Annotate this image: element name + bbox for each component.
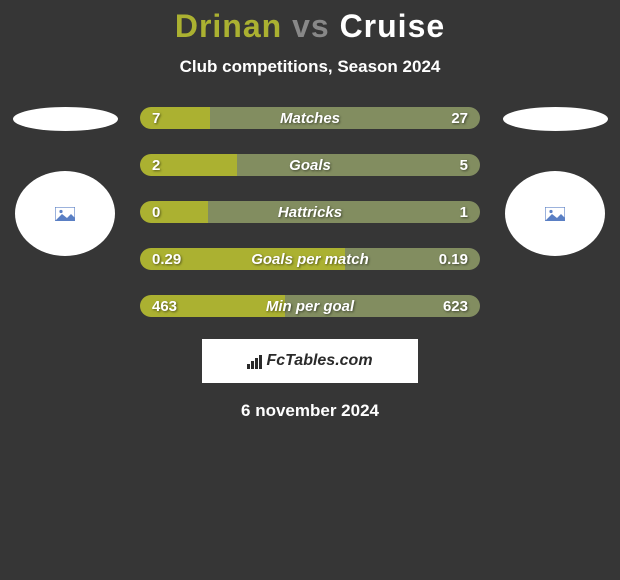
player1-name: Drinan	[175, 8, 282, 44]
title: Drinan vs Cruise	[0, 8, 620, 45]
image-placeholder-icon	[545, 207, 565, 221]
bar-right-segment	[237, 154, 480, 176]
bar-left-value: 2	[152, 157, 160, 174]
bar-stat-label: Matches	[280, 110, 340, 127]
bar-right-value: 5	[460, 157, 468, 174]
bar-left-segment	[140, 107, 210, 129]
bar-right-segment	[208, 201, 480, 223]
stat-bar: 0.29 Goals per match 0.19	[140, 248, 480, 270]
bar-right-segment	[210, 107, 480, 129]
branding-chart-icon	[247, 353, 262, 369]
bars-column: 7 Matches 27 2 Goals 5 0 Hattricks 1 0.29 Goals pe…	[140, 107, 480, 317]
stat-bar: 2 Goals 5	[140, 154, 480, 176]
player2-name: Cruise	[340, 8, 446, 44]
stat-bar: 463 Min per goal 623	[140, 295, 480, 317]
bar-right-value: 1	[460, 204, 468, 221]
bar-left-value: 0	[152, 204, 160, 221]
bar-right-value: 623	[443, 298, 468, 315]
left-flag	[13, 107, 118, 131]
bar-left-value: 7	[152, 110, 160, 127]
bar-left-segment	[140, 201, 208, 223]
vs-text: vs	[292, 8, 330, 44]
right-flag	[503, 107, 608, 131]
date-text: 6 november 2024	[0, 401, 620, 421]
bar-stat-label: Goals	[289, 157, 331, 174]
infographic-container: Drinan vs Cruise Club competitions, Seas…	[0, 0, 620, 421]
right-side	[500, 107, 610, 256]
bar-right-value: 0.19	[439, 251, 468, 268]
content-row: 7 Matches 27 2 Goals 5 0 Hattricks 1 0.29 Goals pe…	[0, 107, 620, 317]
branding-box: FcTables.com	[202, 339, 418, 383]
image-placeholder-icon	[55, 207, 75, 221]
subtitle: Club competitions, Season 2024	[0, 57, 620, 77]
branding-text: FcTables.com	[247, 352, 372, 370]
bar-stat-label: Hattricks	[278, 204, 342, 221]
bar-stat-label: Min per goal	[266, 298, 354, 315]
bar-left-value: 0.29	[152, 251, 181, 268]
bar-right-value: 27	[451, 110, 468, 127]
stat-bar: 7 Matches 27	[140, 107, 480, 129]
left-side	[10, 107, 120, 256]
bar-left-value: 463	[152, 298, 177, 315]
bar-stat-label: Goals per match	[251, 251, 369, 268]
right-team-logo	[505, 171, 605, 256]
branding-label: FcTables.com	[266, 352, 372, 370]
left-team-logo	[15, 171, 115, 256]
stat-bar: 0 Hattricks 1	[140, 201, 480, 223]
